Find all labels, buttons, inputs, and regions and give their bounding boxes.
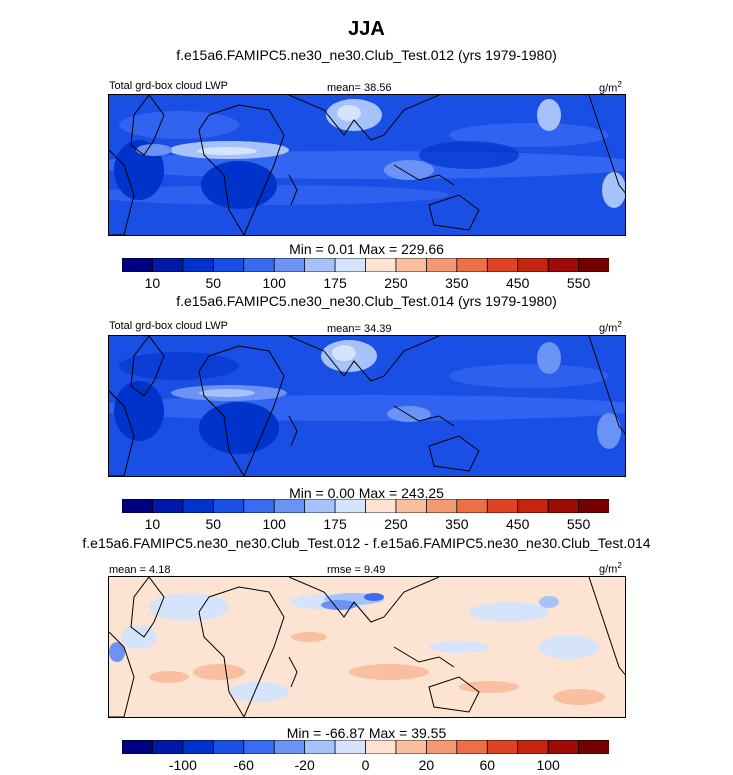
- panel-2-colorbar-tick-label: 450: [506, 516, 530, 532]
- panel-1-colorbar-swatch: [182, 258, 215, 272]
- panel-3-colorbar: [122, 740, 609, 754]
- panel-3-colorbar-tick-label: -60: [233, 757, 254, 773]
- panel-2-colorbar-tick-label: 100: [262, 516, 286, 532]
- panel-3-colorbar-swatch: [517, 740, 550, 754]
- panel-3-colorbar-tick-label: -100: [168, 757, 197, 773]
- panel-2-colorbar-tick-label: 350: [445, 516, 469, 532]
- panel-1-variable-label: Total grd-box cloud LWP: [109, 80, 229, 92]
- panel-2-colorbar: [122, 499, 609, 513]
- panel-2-colorbar-labels: 10 50 100 175 250 350 450 550: [0, 516, 733, 532]
- panel-2-colorbar-swatch: [456, 499, 489, 513]
- panel-1-colorbar-tick-label: 550: [566, 275, 591, 291]
- panel-2-colorbar-swatch: [395, 499, 428, 513]
- panel-3-units: g/m2: [599, 561, 622, 576]
- panel-3-colorbar-swatch: [456, 740, 489, 754]
- panel-2-colorbar-swatch: [304, 499, 336, 513]
- panel-2-minmax: Min = 0.00 Max = 243.25: [289, 485, 444, 501]
- panel-2-colorbar-swatch: [152, 499, 184, 513]
- panel-2-map: [108, 335, 626, 477]
- panel-3-colorbar-swatch: [122, 740, 154, 754]
- panel-2-colorbar-swatch: [425, 499, 458, 513]
- panel-1-colorbar-swatch: [122, 258, 154, 272]
- panel-3-run-title: f.e15a6.FAMIPC5.ne30_ne30.Club_Test.012 …: [82, 535, 651, 551]
- panel-2-colorbar-swatch: [365, 499, 397, 513]
- panel-2-colorbar-swatch: [334, 499, 367, 513]
- panel-1-colorbar-swatch: [578, 258, 609, 272]
- panel-3-colorbar-swatch: [304, 740, 336, 754]
- panel-2-colorbar-tick-label: 10: [144, 516, 161, 532]
- panel-2-mean-label: mean= 34.39: [327, 323, 392, 335]
- panel-1-colorbar-swatch: [395, 258, 428, 272]
- panel-1-colorbar-tick-label: 50: [205, 275, 222, 291]
- panel-1-colorbar-swatch: [517, 258, 550, 272]
- panel-3-minmax: Min = -66.87 Max = 39.55: [286, 725, 447, 741]
- panel-1-units: g/m2: [599, 80, 622, 95]
- panel-1-colorbar-tick-label: 10: [144, 275, 161, 291]
- panel-2-colorbar-swatch: [273, 499, 306, 513]
- panel-1-colorbar-labels: 10 50 100 175 250 350 450 550: [0, 275, 733, 291]
- panel-3-colorbar-swatch: [547, 740, 580, 754]
- panel-3-rmse-label: rmse = 9.49: [327, 564, 386, 576]
- panel-1-run-title: f.e15a6.FAMIPC5.ne30_ne30.Club_Test.012 …: [176, 47, 557, 63]
- panel-3-colorbar-swatch: [152, 740, 184, 754]
- panel-3-colorbar-swatch: [425, 740, 458, 754]
- panel-2-run-title: f.e15a6.FAMIPC5.ne30_ne30.Club_Test.014 …: [176, 293, 557, 309]
- panel-3-colorbar-swatch: [578, 740, 609, 754]
- panel-2-units: g/m2: [599, 320, 622, 335]
- panel-3-colorbar-swatch: [395, 740, 428, 754]
- panel-2-colorbar-tick-label: 50: [205, 516, 222, 532]
- panel-3-colorbar-swatch: [486, 740, 519, 754]
- panel-1-colorbar-swatch: [212, 258, 245, 272]
- panel-1-colorbar-swatch: [152, 258, 184, 272]
- panel-2-colorbar-swatch: [547, 499, 580, 513]
- panel-2-colorbar-swatch: [243, 499, 276, 513]
- panel-1-colorbar-tick-label: 250: [384, 275, 408, 291]
- panel-1-colorbar-swatch: [243, 258, 276, 272]
- panel-1-colorbar-swatch: [456, 258, 489, 272]
- panel-1-colorbar-swatch: [425, 258, 458, 272]
- panel-3-colorbar-tick-label: -20: [294, 757, 315, 773]
- panel-3-colorbar-swatch: [182, 740, 215, 754]
- panel-3-colorbar-tick-label: 100: [536, 757, 560, 773]
- panel-2-colorbar-tick-label: 250: [384, 516, 408, 532]
- panel-1-colorbar-swatch: [365, 258, 397, 272]
- panel-3-colorbar-swatch: [365, 740, 397, 754]
- main-title: JJA: [348, 18, 385, 40]
- panel-3-map: [108, 576, 626, 718]
- panel-2-colorbar-swatch: [578, 499, 609, 513]
- panel-2-variable-label: Total grd-box cloud LWP: [109, 320, 229, 332]
- panel-1-colorbar-tick-label: 100: [262, 275, 286, 291]
- panel-1-colorbar-tick-label: 175: [323, 275, 347, 291]
- panel-2-colorbar-swatch: [486, 499, 519, 513]
- panel-1-mean-label: mean= 38.56: [327, 82, 392, 94]
- panel-2-colorbar-tick-label: 175: [323, 516, 347, 532]
- panel-3-mean-label: mean = 4.18: [109, 564, 171, 576]
- panel-1-minmax: Min = 0.01 Max = 229.66: [289, 241, 444, 257]
- panel-1-colorbar-swatch: [273, 258, 306, 272]
- panel-3-colorbar-tick-label: 20: [418, 757, 435, 773]
- panel-1-map: [108, 94, 626, 236]
- panel-3-colorbar-swatch: [273, 740, 306, 754]
- panel-2-colorbar-swatch: [212, 499, 245, 513]
- panel-3-colorbar-tick-label: 0: [361, 757, 370, 773]
- panel-1-colorbar-swatch: [547, 258, 580, 272]
- panel-2-colorbar-swatch: [182, 499, 215, 513]
- panel-1-colorbar-swatch: [486, 258, 519, 272]
- panel-2-colorbar-tick-label: 550: [566, 516, 591, 532]
- panel-1-colorbar-swatch: [334, 258, 367, 272]
- panel-3-colorbar-swatch: [334, 740, 367, 754]
- panel-3-colorbar-labels: -100 -60 -20 0 20 60 100: [0, 757, 733, 773]
- panel-1-colorbar-tick-label: 350: [445, 275, 469, 291]
- panel-1-colorbar-tick-label: 450: [506, 275, 530, 291]
- panel-2-colorbar-swatch: [122, 499, 154, 513]
- panel-1-colorbar-swatch: [304, 258, 336, 272]
- panel-3-colorbar-swatch: [212, 740, 245, 754]
- panel-2-colorbar-swatch: [517, 499, 550, 513]
- panel-3-colorbar-tick-label: 60: [479, 757, 496, 773]
- panel-1-colorbar: [122, 258, 609, 272]
- panel-3-colorbar-swatch: [243, 740, 276, 754]
